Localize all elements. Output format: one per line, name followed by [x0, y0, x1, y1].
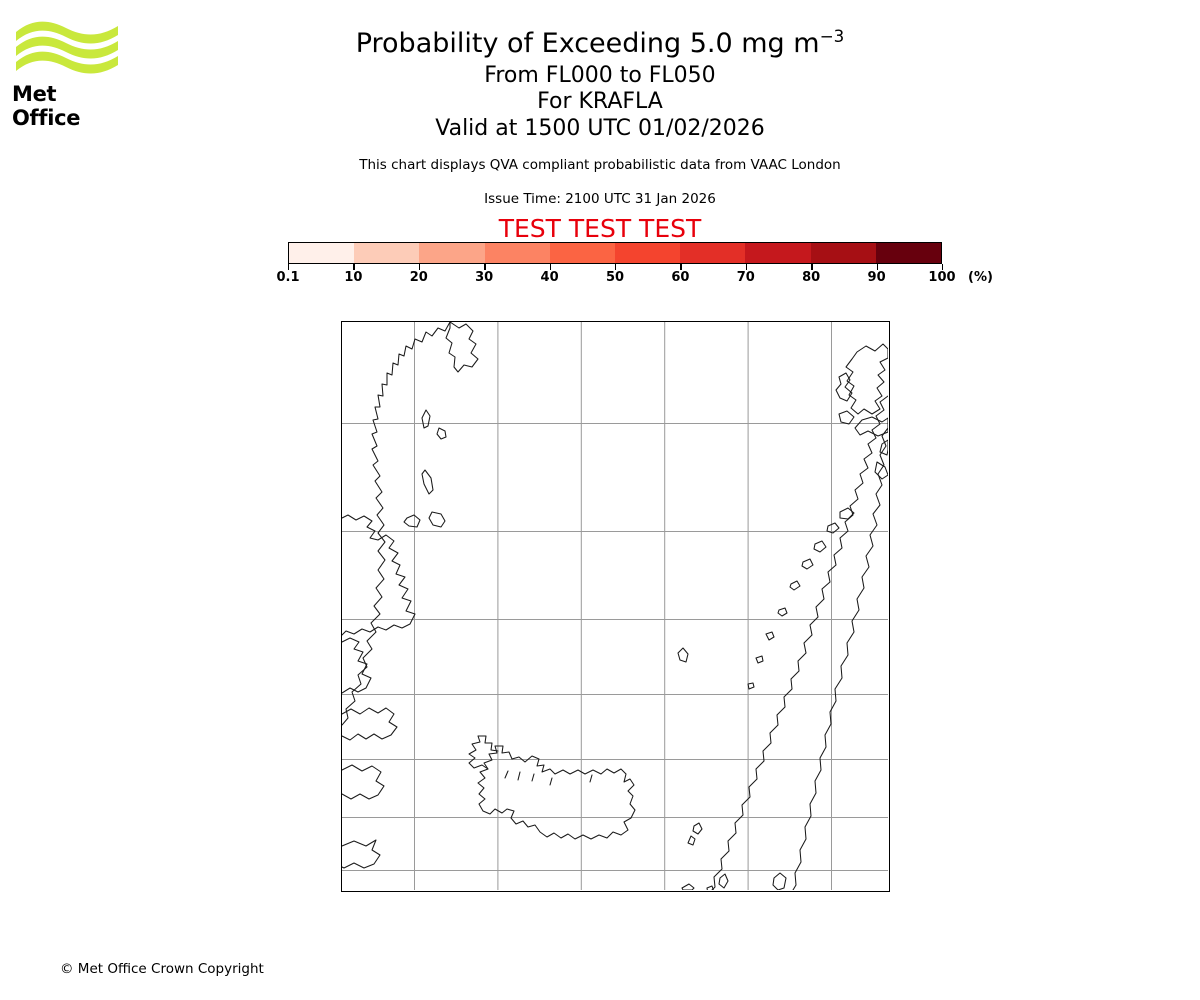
colorbar-tick-20: [418, 264, 421, 270]
colorbar-label-100: 100: [928, 270, 956, 285]
page-title: Probability of Exceeding 5.0 mg m−3: [0, 26, 1200, 59]
colorbar-band-9: [875, 243, 942, 263]
colorbar-unit-label: (%): [968, 270, 993, 285]
colorbar-tick-50: [615, 264, 617, 270]
qva-note: This chart displays QVA compliant probab…: [359, 157, 841, 173]
colorbar-tick-100: [942, 264, 944, 270]
colorbar-tick-30: [484, 264, 486, 270]
colorbar-tick-60: [680, 264, 682, 270]
colorbar-band-7: [745, 243, 811, 263]
colorbar-band-4: [549, 243, 616, 263]
colorbar-label-40: 40: [540, 270, 559, 285]
colorbar-label-50: 50: [605, 270, 625, 285]
met-office-waves-icon: [16, 21, 118, 74]
colorbar-label-60: 60: [671, 270, 690, 285]
colorbar-label-90: 90: [867, 270, 886, 285]
colorbar-band-2: [419, 243, 485, 263]
colorbar-label-10: 10: [344, 270, 363, 285]
title-main-exponent: −3: [819, 26, 845, 46]
colorbar-band-5: [615, 243, 681, 263]
colorbar-label-0.1: 0.1: [276, 270, 300, 285]
colorbar-label-30: 30: [475, 270, 494, 285]
colorbar-band-0: [289, 243, 355, 263]
map-canvas: [342, 322, 888, 890]
colorbar-band-6: [680, 243, 746, 263]
logo-text: Met Office: [12, 82, 81, 130]
colorbar-tick-40: [549, 264, 551, 270]
colorbar-tick-10: [353, 264, 355, 270]
colorbar-label-80: 80: [802, 270, 821, 285]
copyright-notice: © Met Office Crown Copyright: [60, 961, 264, 977]
colorbar-tick-marks: [288, 264, 944, 274]
probability-colorbar: [288, 242, 942, 264]
valid-time-subtitle: Valid at 1500 UTC 01/02/2026: [435, 116, 765, 141]
colorbar-label-20: 20: [409, 270, 428, 285]
volcano-subtitle: For KRAFLA: [537, 89, 663, 114]
met-office-logo: Met Office: [12, 18, 122, 130]
issue-time-text: Issue Time: 2100 UTC 31 Jan 2026: [484, 191, 716, 207]
colorbar-tick-90: [876, 264, 878, 270]
test-banner: TEST TEST TEST: [498, 214, 702, 243]
colorbar-band-8: [810, 243, 876, 263]
colorbar-tick-70: [745, 264, 748, 270]
ash-probability-map[interactable]: [341, 321, 890, 892]
colorbar-band-3: [484, 243, 550, 263]
colorbar-band-1: [354, 243, 420, 263]
title-main-text: Probability of Exceeding 5.0 mg m: [355, 28, 820, 59]
colorbar-label-70: 70: [736, 270, 755, 285]
colorbar-tick-80: [811, 264, 813, 270]
colorbar-tick-0.1: [288, 264, 290, 270]
flight-level-subtitle: From FL000 to FL050: [484, 63, 716, 88]
